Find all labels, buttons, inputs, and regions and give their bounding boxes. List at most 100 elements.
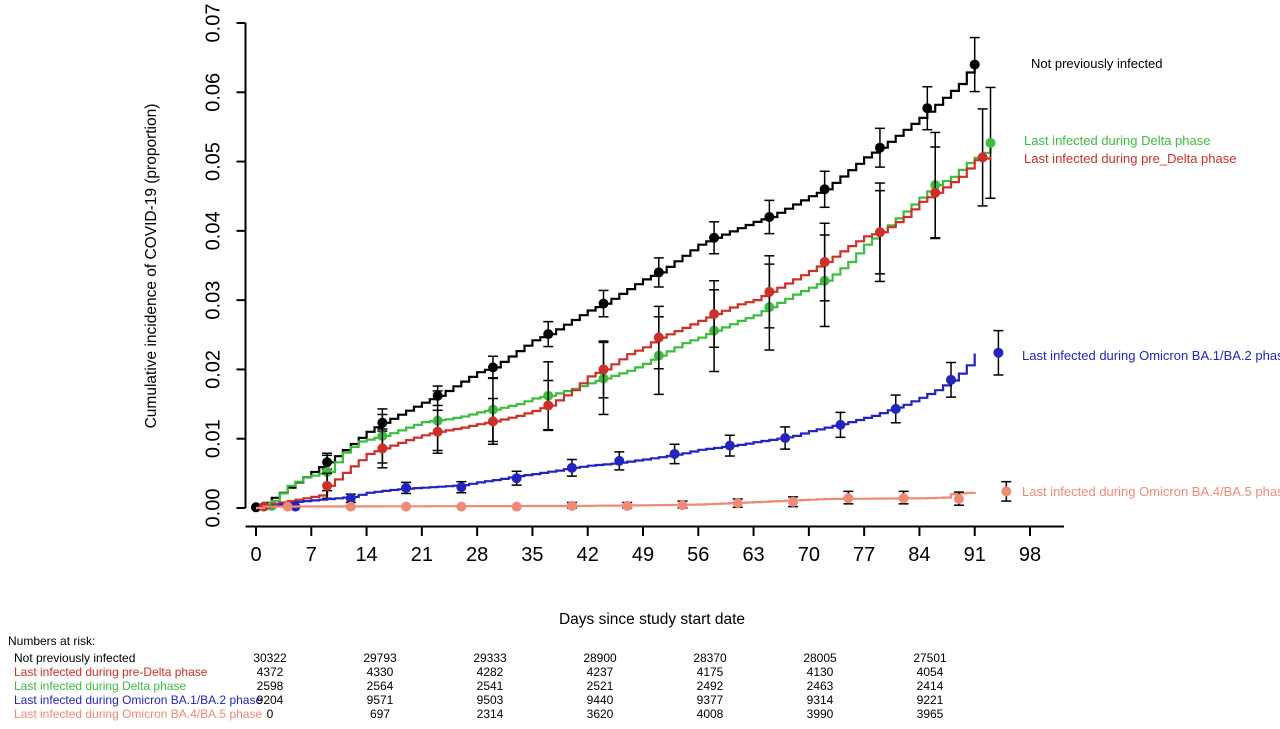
data-point [764, 286, 775, 297]
data-point [598, 298, 609, 309]
x-tick-label: 70 [798, 544, 820, 566]
risk-count: 28900 [583, 651, 617, 665]
risk-count: 0 [266, 707, 274, 721]
risk-count: 4175 [696, 665, 724, 679]
data-point [898, 493, 909, 504]
data-point [953, 493, 964, 504]
risk-count: 9314 [806, 693, 834, 707]
x-tick-label: 42 [577, 544, 599, 566]
risk-count: 4372 [256, 665, 284, 679]
x-tick-label: 91 [964, 544, 986, 566]
y-tick-label: 0.02 [202, 350, 224, 389]
risk-count: 28005 [803, 651, 837, 665]
data-point [456, 482, 467, 493]
risk-table-title: Numbers at risk: [8, 634, 96, 648]
x-tick-label: 49 [632, 544, 654, 566]
risk-count: 2314 [476, 707, 504, 721]
data-point [282, 501, 293, 512]
data-point [511, 501, 522, 512]
risk-count: 4054 [916, 665, 944, 679]
legend-label-last-infected-during-pre-delta-phase: Last infected during pre_Delta phase [1024, 151, 1236, 166]
risk-count: 29333 [473, 651, 507, 665]
risk-count: 9221 [916, 693, 944, 707]
risk-count: 30322 [253, 651, 287, 665]
risk-count: 9440 [586, 693, 614, 707]
data-point [401, 501, 412, 512]
y-tick-label: 0.00 [202, 489, 224, 528]
data-point [566, 462, 577, 473]
x-tick-label: 7 [306, 544, 317, 566]
y-axis-title: Cumulative incidence of COVID-19 (propor… [143, 104, 160, 429]
y-tick-label: 0.05 [202, 142, 224, 181]
risk-table-row: Not previously infected 30322 29793 29333 28… [0, 651, 1280, 665]
risk-count: 2521 [586, 679, 614, 693]
data-point [835, 419, 846, 430]
risk-count: 4282 [476, 665, 504, 679]
data-point [930, 187, 941, 198]
data-point [614, 455, 625, 466]
data-point [985, 137, 996, 148]
data-point [345, 493, 356, 504]
data-point [969, 59, 980, 70]
risk-row-label: Not previously infected [14, 651, 136, 665]
legend-label-last-infected-during-omicron-ba-1-ba-2-phase: Last infected during Omicron BA.1/BA.2 p… [1022, 348, 1280, 363]
data-point [487, 362, 498, 373]
data-point [543, 329, 554, 340]
risk-count: 28370 [693, 651, 727, 665]
series-last-infected-during-omicron-ba-1-ba-2-phase: Last infected during Omicron BA.1/BA.2 p… [256, 329, 1280, 512]
y-tick-label: 0.01 [202, 419, 224, 458]
data-point [487, 416, 498, 427]
risk-table-row: Last infected during Omicron BA.4/BA.5 p… [0, 707, 1280, 721]
risk-count: 3965 [916, 707, 944, 721]
data-point [946, 374, 957, 385]
x-tick-label: 21 [411, 544, 433, 566]
data-point [322, 480, 333, 491]
step-curve [256, 491, 976, 510]
risk-count: 697 [369, 707, 391, 721]
risk-count: 9377 [696, 693, 724, 707]
x-tick-label: 98 [1019, 544, 1041, 566]
data-point [922, 103, 933, 114]
series-not-previously-infected: Not previously infected [251, 36, 1163, 513]
cumulative-incidence-chart: 0.00 0.01 0.02 0.03 0.04 0.05 0.06 0.07 Cumulati… [143, 4, 1280, 628]
data-point [622, 500, 633, 511]
data-point [977, 152, 988, 163]
data-point [511, 473, 522, 484]
y-axis: 0.00 0.01 0.02 0.03 0.04 0.05 0.06 0.07 Cumulati… [143, 4, 247, 528]
risk-count: 3990 [806, 707, 834, 721]
series-last-infected-during-omicron-ba-4-ba-5-phase: Last infected during Omicron BA.4/BA.5 p… [256, 480, 1280, 512]
data-point [677, 500, 688, 511]
series-last-infected-during-pre-delta-phase: Last infected during pre_Delta phase [256, 108, 1236, 512]
data-point [345, 501, 356, 512]
x-axis: 0 7 14 21 28 35 42 49 56 63 70 77 84 91 98 Days since s… [245, 525, 1064, 628]
risk-row-label: Last infected during pre-Delta phase [14, 665, 208, 679]
risk-table-row: Last infected during Delta phase 2598 2564… [0, 679, 1280, 693]
data-point [377, 443, 388, 454]
data-point [890, 403, 901, 414]
risk-count: 9571 [366, 693, 394, 707]
y-tick-label: 0.03 [202, 281, 224, 320]
x-tick-label: 14 [355, 544, 377, 566]
y-tick-label: 0.04 [202, 211, 224, 250]
data-point [598, 364, 609, 375]
data-point [1001, 486, 1012, 497]
risk-row-label: Last infected during Omicron BA.1/BA.2 p… [14, 693, 263, 707]
data-point [819, 184, 830, 195]
risk-count: 9204 [256, 693, 284, 707]
risk-count: 2463 [806, 679, 834, 693]
risk-count: 2492 [696, 679, 724, 693]
data-point [456, 501, 467, 512]
risk-count: 4130 [806, 665, 834, 679]
risk-count: 2541 [476, 679, 504, 693]
risk-count: 9503 [476, 693, 504, 707]
risk-count: 4008 [696, 707, 724, 721]
risk-table-row: Last infected during pre-Delta phase 4372… [0, 665, 1280, 679]
step-curve [256, 61, 976, 510]
legend-label-last-infected-during-omicron-ba-4-ba-5-phase: Last infected during Omicron BA.4/BA.5 p… [1022, 484, 1280, 499]
y-tick-label: 0.07 [202, 4, 224, 43]
x-tick-label: 77 [853, 544, 875, 566]
risk-count: 29793 [363, 651, 397, 665]
data-point [709, 309, 720, 319]
risk-count: 2564 [366, 679, 394, 693]
